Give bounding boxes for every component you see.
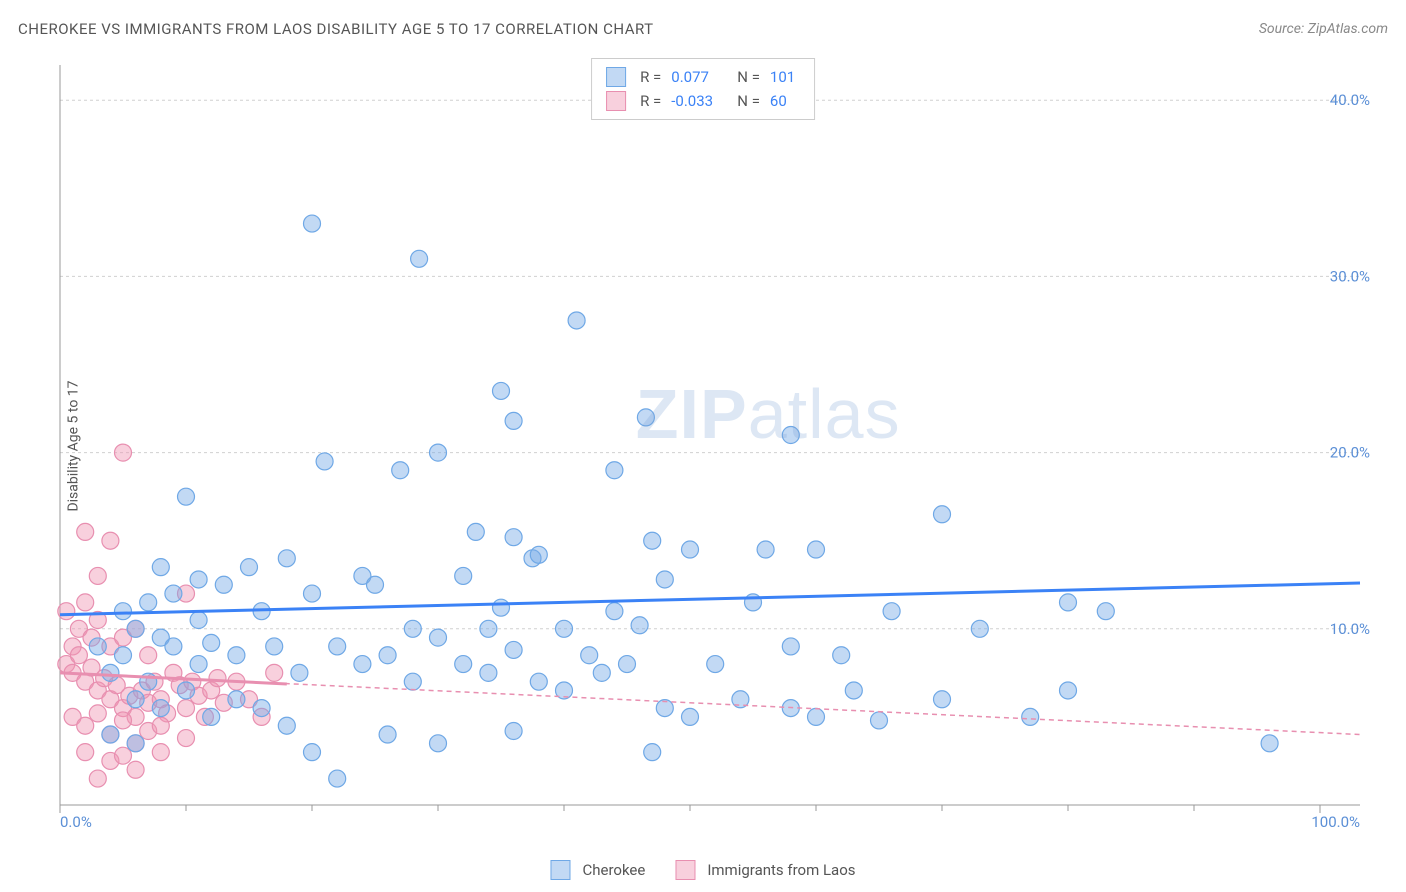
- bottom-legend: Cherokee Immigrants from Laos: [550, 860, 855, 880]
- svg-text:100.0%: 100.0%: [1311, 813, 1360, 831]
- swatch-cherokee: [606, 67, 626, 87]
- stat-row-2: R = -0.033 N = 60: [606, 89, 800, 113]
- legend-item-laos: Immigrants from Laos: [675, 860, 855, 880]
- legend-swatch-laos: [675, 860, 695, 880]
- n-value-1: 101: [770, 65, 800, 89]
- chart-source: Source: ZipAtlas.com: [1259, 21, 1388, 37]
- stat-row-1: R = 0.077 N = 101: [606, 65, 800, 89]
- stat-box: R = 0.077 N = 101 R = -0.033 N = 60: [591, 58, 815, 120]
- svg-text:10.0%: 10.0%: [1330, 620, 1370, 638]
- swatch-laos: [606, 91, 626, 111]
- legend-item-cherokee: Cherokee: [550, 860, 645, 880]
- chart-title: CHEROKEE VS IMMIGRANTS FROM LAOS DISABIL…: [18, 20, 654, 38]
- svg-text:20.0%: 20.0%: [1330, 444, 1370, 462]
- r-value-2: -0.033: [671, 89, 727, 113]
- svg-text:40.0%: 40.0%: [1330, 91, 1370, 109]
- scatter-plot: 10.0% 20.0% 30.0% 40.0% 0.0% 100.0%: [50, 55, 1380, 835]
- legend-swatch-cherokee: [550, 860, 570, 880]
- legend-label-laos: Immigrants from Laos: [707, 861, 855, 879]
- svg-text:0.0%: 0.0%: [60, 813, 92, 831]
- chart-header: CHEROKEE VS IMMIGRANTS FROM LAOS DISABIL…: [18, 20, 1388, 38]
- legend-label-cherokee: Cherokee: [582, 861, 645, 879]
- r-value-1: 0.077: [671, 65, 727, 89]
- svg-text:30.0%: 30.0%: [1330, 267, 1370, 285]
- chart-area: 10.0%20.0%30.0%40.0%0.0%100.0% ZIPatlas: [50, 55, 1380, 835]
- n-value-2: 60: [770, 89, 800, 113]
